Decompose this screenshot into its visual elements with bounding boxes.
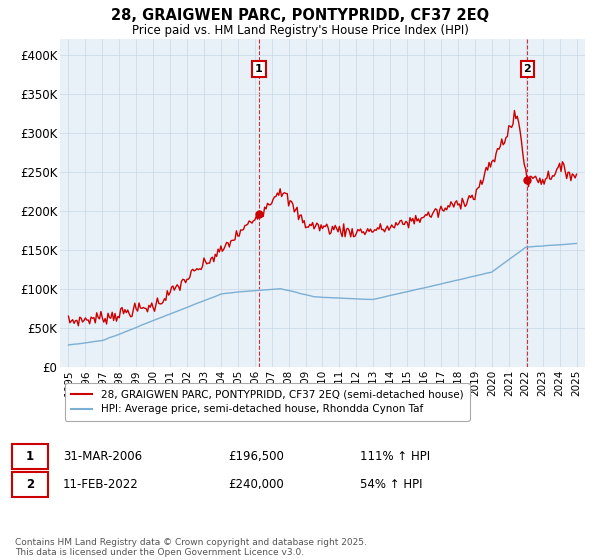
Text: 11-FEB-2022: 11-FEB-2022 <box>63 478 139 491</box>
Text: Price paid vs. HM Land Registry's House Price Index (HPI): Price paid vs. HM Land Registry's House … <box>131 24 469 37</box>
Text: 2: 2 <box>26 478 34 491</box>
Text: 2: 2 <box>524 64 531 74</box>
Text: 1: 1 <box>26 450 34 463</box>
Text: 28, GRAIGWEN PARC, PONTYPRIDD, CF37 2EQ: 28, GRAIGWEN PARC, PONTYPRIDD, CF37 2EQ <box>111 8 489 24</box>
Text: £240,000: £240,000 <box>228 478 284 491</box>
Text: £196,500: £196,500 <box>228 450 284 463</box>
Text: 111% ↑ HPI: 111% ↑ HPI <box>360 450 430 463</box>
Legend: 28, GRAIGWEN PARC, PONTYPRIDD, CF37 2EQ (semi-detached house), HPI: Average pric: 28, GRAIGWEN PARC, PONTYPRIDD, CF37 2EQ … <box>65 383 470 421</box>
Text: 54% ↑ HPI: 54% ↑ HPI <box>360 478 422 491</box>
Text: Contains HM Land Registry data © Crown copyright and database right 2025.
This d: Contains HM Land Registry data © Crown c… <box>15 538 367 557</box>
Text: 31-MAR-2006: 31-MAR-2006 <box>63 450 142 463</box>
Text: 1: 1 <box>255 64 263 74</box>
